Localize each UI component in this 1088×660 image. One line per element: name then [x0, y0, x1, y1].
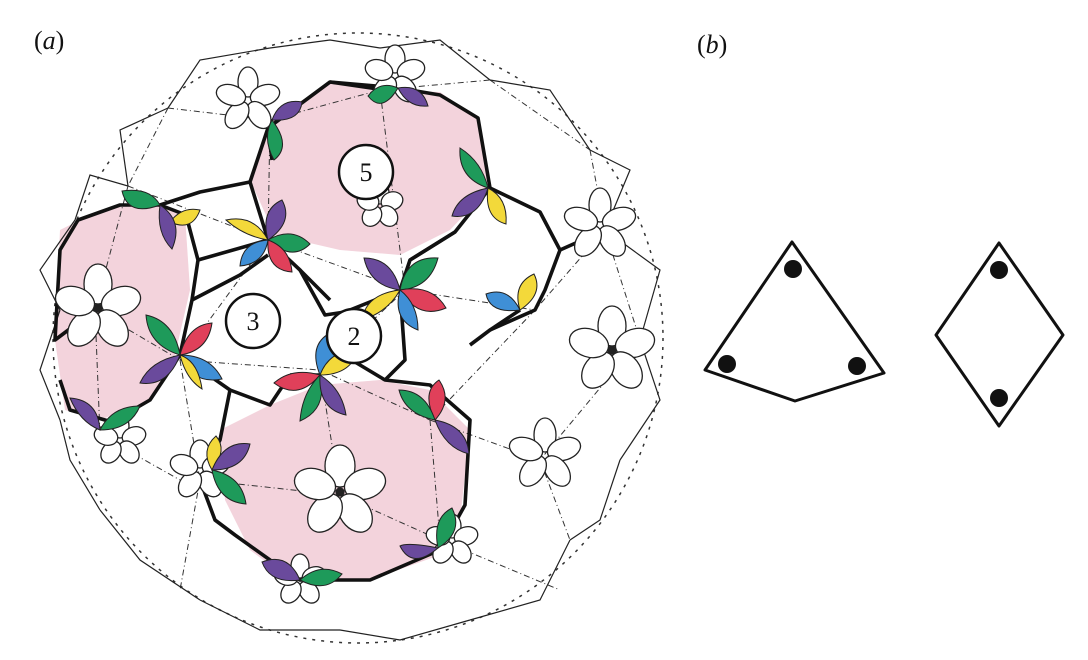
flower-outline — [215, 66, 281, 130]
rhombus-dot — [990, 389, 1008, 407]
petal-purple — [271, 100, 303, 121]
petal-purple — [69, 397, 101, 431]
petal-green — [459, 147, 489, 189]
flower-outline — [568, 305, 656, 389]
vertex-marker-5: 5 — [337, 143, 395, 201]
vertex-label-2: 2 — [348, 322, 361, 351]
kite-dot — [718, 355, 736, 373]
petal-purple — [265, 199, 287, 241]
petal-green — [367, 84, 399, 104]
petal-blue — [485, 291, 521, 312]
petal-green — [99, 405, 141, 431]
petal-purple — [261, 558, 301, 582]
vertex-label-5: 5 — [360, 158, 373, 187]
sphere-drawing: 5 3 2 — [39, 32, 664, 644]
petal-green — [299, 568, 343, 587]
colored-petals — [69, 84, 538, 587]
petal-red — [267, 239, 293, 273]
panel-letter-a: a — [42, 26, 56, 55]
petal-purple — [363, 257, 401, 291]
petal-purple — [434, 419, 470, 455]
petal-red — [273, 371, 321, 391]
petal-purple — [399, 543, 440, 559]
vertex-marker-2: 2 — [325, 307, 383, 365]
petal-green — [399, 257, 439, 291]
kite-dot — [784, 260, 802, 278]
petal-purple — [211, 443, 251, 471]
petal-blue — [397, 289, 419, 331]
petal-purple — [451, 187, 489, 217]
petal-purple — [397, 86, 429, 107]
petal-green — [267, 119, 283, 161]
kite-tile — [703, 240, 886, 403]
rhombus-dot — [990, 261, 1008, 279]
flower-outline — [293, 444, 387, 533]
flower-outline — [54, 263, 142, 347]
petal-green — [398, 389, 436, 421]
flower-outline — [508, 417, 582, 487]
petal-purple — [158, 204, 177, 250]
panel-letter-b: b — [705, 30, 719, 59]
panel-label-a: (a) — [34, 26, 65, 55]
petal-red — [179, 322, 213, 356]
outer-edge-peaks — [39, 39, 661, 641]
petal-red — [428, 379, 446, 421]
petal-green — [211, 469, 247, 505]
petal-purple — [139, 354, 181, 384]
petal-yellow — [179, 354, 203, 390]
petal-purple — [319, 374, 347, 416]
vertex-label-3: 3 — [247, 307, 260, 336]
rhombus-tile — [934, 241, 1065, 428]
petal-green — [121, 189, 161, 210]
sphere-outline — [52, 32, 664, 644]
vertex-marker-3: 3 — [224, 292, 282, 350]
flower-outline — [563, 187, 637, 257]
petal-blue — [239, 239, 269, 267]
petal-yellow — [486, 187, 507, 225]
tile-shapes — [703, 240, 1065, 428]
kite-dot — [848, 357, 866, 375]
panel-label-b: (b) — [697, 30, 728, 59]
petal-green — [145, 314, 181, 356]
petal-yellow — [224, 218, 269, 241]
petal-yellow — [517, 273, 538, 311]
petal-green — [436, 507, 457, 549]
